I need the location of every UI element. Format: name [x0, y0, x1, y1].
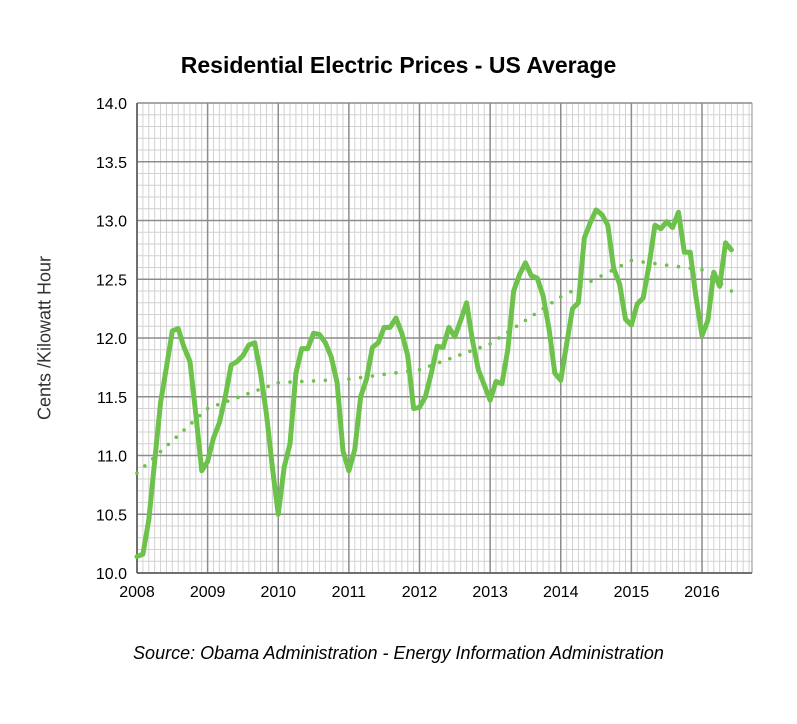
trend-dot	[532, 312, 537, 317]
plot-frame	[136, 103, 753, 574]
trend-dot	[478, 345, 482, 350]
trend-dot	[514, 324, 519, 329]
trend-dot	[394, 371, 398, 375]
trend-dot	[166, 442, 171, 447]
trend-dot	[458, 353, 462, 357]
trend-dot	[405, 369, 410, 374]
trend-dot	[197, 413, 202, 418]
trend-dot	[174, 435, 179, 440]
trend-dot	[688, 266, 693, 271]
trend-dot	[299, 379, 304, 384]
trend-dot	[523, 318, 528, 323]
trend-dot	[447, 356, 452, 361]
x-tick-label: 2010	[260, 584, 296, 601]
x-tick-label: 2008	[119, 584, 155, 601]
trend-dot	[150, 456, 155, 461]
trend-dot	[488, 342, 492, 346]
source-note: Source: Obama Administration - Energy In…	[133, 643, 664, 663]
trend-dot	[664, 263, 669, 267]
trend-dot	[347, 377, 351, 381]
trend-dot	[710, 275, 714, 279]
trend-dot	[579, 284, 583, 289]
trend-dot	[226, 399, 230, 403]
price-line	[134, 207, 734, 560]
trend-dot	[653, 261, 657, 266]
trend-dot	[215, 403, 220, 407]
trend-dot	[676, 264, 681, 269]
x-tick-label: 2015	[614, 584, 650, 601]
trend-dot	[256, 388, 260, 392]
trend-dot	[135, 471, 139, 475]
trend-dot	[335, 377, 339, 382]
trend-dot	[288, 380, 292, 384]
trend-dot	[190, 421, 194, 425]
y-axis-ticks: 10.0 10.5 11.0 11.5 12.0 12.5 13.0 13.5 14.0	[96, 96, 127, 583]
trend-dot	[182, 428, 186, 432]
trend-dot	[427, 364, 432, 368]
trend-dot	[311, 379, 316, 383]
y-tick-label: 10.0	[96, 566, 127, 583]
trend-dot	[719, 282, 724, 286]
x-tick-label: 2012	[402, 584, 438, 601]
x-tick-label: 2011	[332, 584, 367, 601]
y-tick-label: 11.0	[97, 449, 127, 466]
y-tick-label: 14.0	[96, 96, 127, 113]
x-tick-label: 2009	[190, 584, 226, 601]
y-tick-label: 11.5	[97, 390, 127, 407]
trend-dot	[558, 295, 563, 299]
trend-line-dotted	[135, 258, 734, 475]
y-tick-label: 13.0	[96, 214, 127, 231]
chart-title: Residential Electric Prices - US Average	[180, 52, 617, 78]
trend-dot	[158, 449, 163, 454]
x-tick-label: 2016	[684, 584, 720, 601]
trend-dot	[609, 269, 613, 273]
trend-dot	[205, 406, 210, 411]
trend-dot	[569, 289, 573, 294]
trend-dot	[236, 395, 240, 400]
trend-dot	[382, 372, 386, 377]
trend-dot	[641, 260, 645, 264]
trend-dot	[358, 375, 363, 380]
series-group	[134, 207, 734, 560]
trend-dot	[589, 279, 593, 284]
trend-dot	[266, 384, 270, 389]
trend-dot	[468, 349, 472, 354]
y-tick-label: 13.5	[96, 155, 127, 172]
trend-dot	[541, 306, 545, 311]
trend-dot	[437, 360, 442, 365]
trend-dot	[505, 330, 510, 334]
trend-dot	[143, 464, 147, 468]
trend-dot	[729, 289, 734, 293]
y-tick-label: 12.5	[96, 272, 127, 289]
y-tick-label: 10.5	[96, 507, 127, 524]
trend-dot	[629, 258, 634, 263]
trend-dot	[550, 300, 554, 305]
trend-dot	[370, 374, 375, 378]
trend-dot	[700, 268, 704, 272]
x-tick-label: 2013	[472, 584, 508, 601]
x-axis-ticks: 2008 2009 2010 2011 2012 2013 2014 2015 2016	[119, 584, 720, 601]
x-tick-label: 2014	[543, 584, 579, 601]
trend-dot	[497, 336, 501, 340]
trend-dot	[417, 367, 422, 372]
y-tick-label: 12.0	[96, 331, 127, 348]
trend-dot	[323, 378, 328, 383]
trend-dot	[276, 380, 281, 385]
trend-dot	[246, 391, 250, 396]
trend-dot	[599, 274, 603, 278]
trend-dot	[619, 263, 624, 268]
